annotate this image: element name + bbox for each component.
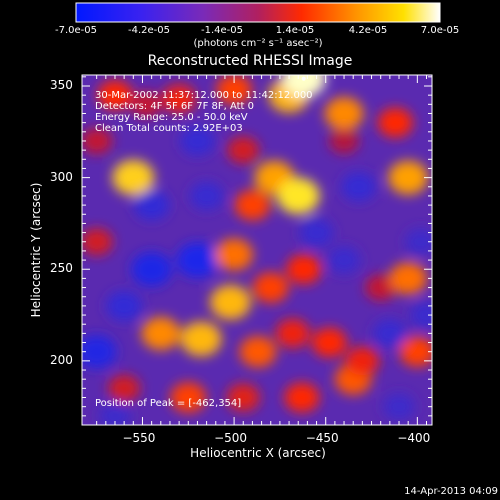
x-tick-label: −400 xyxy=(397,431,431,445)
heatmap-blob xyxy=(281,75,326,98)
colorbar-tick-label: -1.4e-05 xyxy=(201,25,243,36)
timestamp: 14-Apr-2013 04:09 xyxy=(404,486,498,497)
heatmap-blob xyxy=(131,251,173,287)
heatmap-blob xyxy=(234,189,271,221)
colorbar-unit: (photons cm⁻² s⁻¹ asec⁻²) xyxy=(193,38,323,49)
annotation-energy: Energy Range: 25.0 - 50.0 keV xyxy=(95,112,248,123)
colorbar-tick-label: -7.0e-05 xyxy=(55,25,97,36)
colorbar-tick-label: 4.2e-05 xyxy=(348,25,388,36)
heatmap-blob xyxy=(141,316,181,350)
y-tick-label: 250 xyxy=(50,261,73,276)
heatmap-blob xyxy=(209,284,251,320)
heatmap-blob xyxy=(82,127,113,155)
heatmap-blob xyxy=(377,107,413,138)
heatmap-blob xyxy=(112,159,155,196)
plot-frame xyxy=(81,74,433,426)
heatmap-blob xyxy=(239,335,277,368)
heatmap-blob xyxy=(299,218,334,248)
x-axis-label: Heliocentric X (arcsec) xyxy=(190,446,326,460)
heatmap-blob xyxy=(286,254,322,285)
annotation-time: 30-Mar-2002 11:37:12.000 to 11:42:12.000 xyxy=(95,90,313,101)
heatmap-blob xyxy=(108,374,141,402)
heatmap-blob xyxy=(97,80,133,111)
peak-position-label: Position of Peak = [-462,354] xyxy=(95,398,242,409)
heatmap-blob xyxy=(341,171,377,202)
heatmap-blob xyxy=(130,91,162,118)
heatmap-blob xyxy=(276,177,320,215)
x-tick-label: −500 xyxy=(214,431,248,445)
heatmap-blob xyxy=(226,383,260,412)
heatmap-blob xyxy=(227,136,260,164)
annotation-counts: Clean Total counts: 2.92E+03 xyxy=(95,123,243,134)
heatmap-blob xyxy=(162,84,197,114)
heatmap-blob xyxy=(82,228,113,256)
heatmap-blob xyxy=(365,274,397,301)
chart-title: Reconstructed RHESSI Image xyxy=(147,53,353,69)
heatmap-blob xyxy=(98,402,131,425)
heatmap-blob xyxy=(82,334,117,369)
heatmap-blob xyxy=(179,126,215,156)
heatmap-blob xyxy=(345,346,380,376)
y-axis-label: Heliocentric Y (arcsec) xyxy=(29,182,43,318)
heatmap-blob xyxy=(324,96,364,131)
y-tick-label: 350 xyxy=(50,77,73,92)
heatmap-image xyxy=(82,75,432,425)
heatmap-blob xyxy=(329,128,360,154)
heatmap-blob xyxy=(383,393,416,421)
y-tick-label: 300 xyxy=(50,169,73,184)
heatmap-blob xyxy=(284,382,320,413)
colorbar xyxy=(75,2,441,23)
heatmap-blob xyxy=(410,301,432,330)
heatmap-blob xyxy=(133,189,170,221)
heatmap-blob xyxy=(106,290,143,322)
heatmap-blob xyxy=(252,272,289,303)
heatmap-blob xyxy=(189,181,224,211)
colorbar-gradient xyxy=(75,2,441,23)
colorbar-tick-label: -4.2e-05 xyxy=(128,25,170,36)
heatmap-blob xyxy=(372,318,407,348)
heatmap-blob xyxy=(327,246,361,275)
heatmap-blob xyxy=(216,75,253,105)
heatmap-blob xyxy=(215,238,254,271)
heatmap-blob xyxy=(180,321,222,357)
heatmap-blob xyxy=(405,228,432,256)
heatmap-blob xyxy=(311,327,347,358)
x-tick-label: −550 xyxy=(122,431,156,445)
heatmap-blob xyxy=(388,160,429,195)
heatmap-blob xyxy=(275,318,310,348)
y-tick-label: 200 xyxy=(50,352,73,367)
heatmap-blob xyxy=(176,242,219,278)
x-tick-label: −450 xyxy=(305,431,339,445)
peak-marker xyxy=(301,76,306,81)
colorbar-tick-label: 7.0e-05 xyxy=(420,25,460,36)
heatmap-blob xyxy=(170,382,207,413)
colorbar-tick-label: 1.4e-05 xyxy=(275,25,315,36)
heatmap-blob xyxy=(389,262,428,295)
annotation-detectors: Detectors: 4F 5F 6F 7F 8F, Att 0 xyxy=(95,101,255,112)
heatmap-blob xyxy=(399,336,432,367)
